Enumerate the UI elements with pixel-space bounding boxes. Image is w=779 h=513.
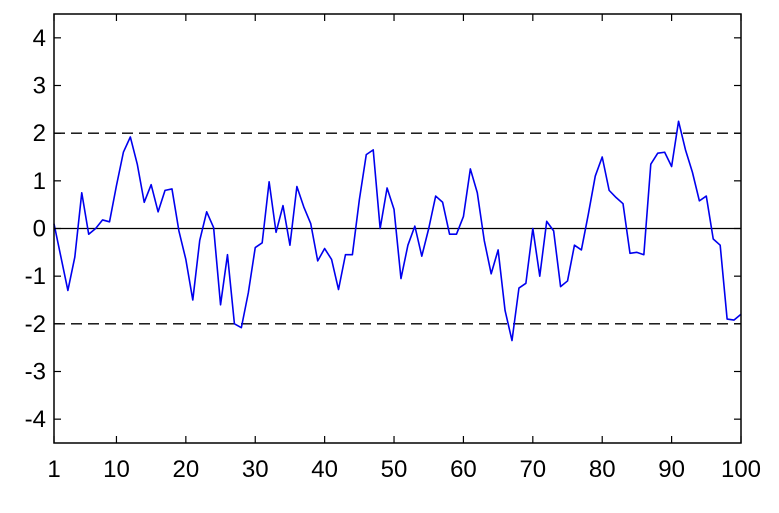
y-tick-label: -1 xyxy=(25,263,46,290)
x-tick-label: 20 xyxy=(172,456,199,483)
y-tick-label: 4 xyxy=(33,25,46,52)
x-tick-label: 40 xyxy=(311,456,338,483)
x-tick-label: 50 xyxy=(381,456,408,483)
series-line xyxy=(53,120,742,342)
y-tick-label: -2 xyxy=(25,311,46,338)
x-tick-label: 90 xyxy=(658,456,685,483)
y-tick-label: 3 xyxy=(33,73,46,100)
y-tick-label: 2 xyxy=(33,120,46,147)
x-tick-label: 100 xyxy=(721,456,761,483)
reference-lines xyxy=(54,132,741,325)
x-tick-label: 60 xyxy=(450,456,477,483)
x-tick-label: 1 xyxy=(47,456,60,483)
y-tick-label: 0 xyxy=(33,216,46,243)
series-layer xyxy=(53,120,742,342)
y-tick-label: -4 xyxy=(25,406,46,433)
ticks xyxy=(53,14,742,443)
x-tick-label: 30 xyxy=(242,456,269,483)
y-tick-label: 1 xyxy=(33,168,46,195)
x-tick-label: 70 xyxy=(519,456,546,483)
y-tick-label: -3 xyxy=(25,359,46,386)
x-tick-label: 10 xyxy=(103,456,130,483)
x-tick-label: 80 xyxy=(589,456,616,483)
